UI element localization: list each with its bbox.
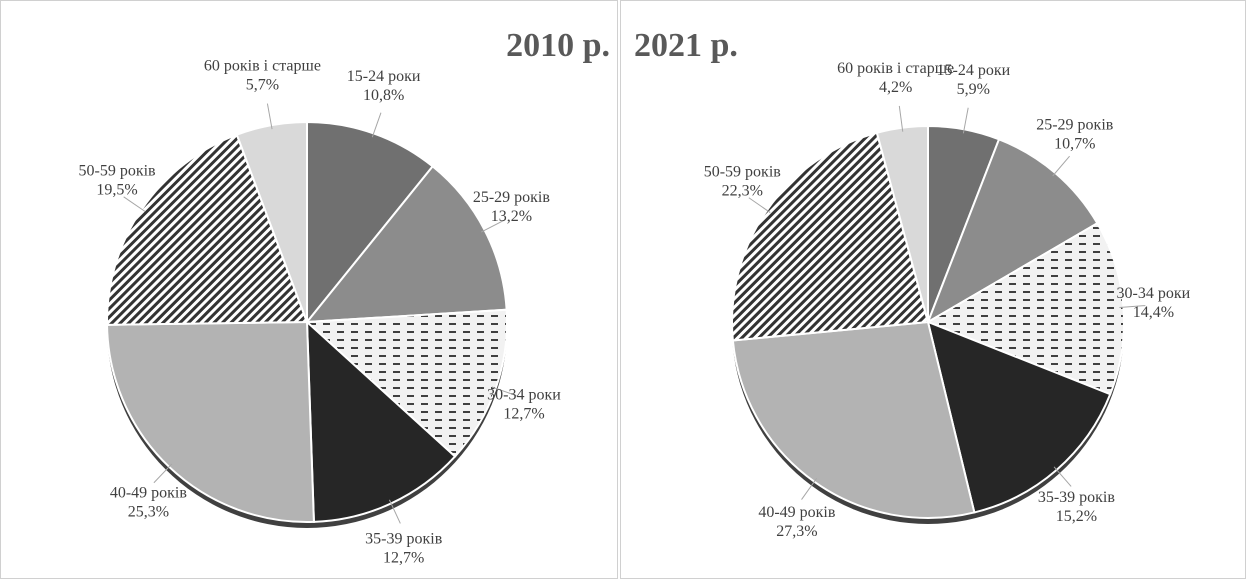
slice-label: 30-34 роки [487,387,561,404]
slice-value-label: 12,7% [383,549,424,566]
leader-line [1053,466,1072,487]
slice-label: 50-59 років [704,163,782,180]
leader-line [1052,155,1070,177]
slice-label: 35-39 років [1038,489,1116,506]
leader-line [123,196,146,212]
slice-value-label: 10,7% [1054,136,1095,153]
slice-label: 40-49 років [110,485,188,502]
leader-line [153,463,173,484]
leader-line [480,219,505,233]
slice-label: 15-24 роки [937,62,1011,79]
slice-value-label: 15,2% [1056,508,1097,525]
slice-value-label: 25,3% [128,504,169,521]
slice-value-label: 10,8% [363,87,404,104]
leader-line [748,197,771,213]
slice-label: 35-39 років [365,530,443,547]
slice-label: 30-34 роки [1117,285,1191,302]
slice-label: 25-29 років [1036,117,1114,134]
slice-label: 60 років і старше [837,60,954,77]
slice-value-label: 4,2% [879,79,912,96]
slice-value-label: 13,2% [491,208,532,225]
leader-line [491,386,517,397]
slice-label: 50-59 років [78,163,156,180]
slice-label: 15-24 роки [347,68,421,85]
slice-value-label: 22,3% [722,182,763,199]
slice-value-label: 19,5% [96,182,137,199]
leader-line [1119,305,1146,309]
leader-line [962,107,969,134]
leader-line [266,103,273,130]
leader-line [801,478,818,500]
slice-value-label: 27,3% [776,523,817,540]
slice-value-label: 12,7% [503,406,544,423]
leader-line [371,112,382,138]
chart-title: 2021 р. [634,27,738,64]
slice-value-label: 5,7% [246,77,279,94]
slice-label: 25-29 років [473,189,551,206]
slice-label: 40-49 років [758,504,836,521]
leader-line [898,105,904,132]
leader-line [388,499,401,524]
slice-value-label: 14,4% [1133,304,1174,321]
slice-label: 60 років і старше [204,58,321,75]
chart-title: 2010 р. [506,27,610,64]
slice-value-label: 5,9% [957,81,990,98]
